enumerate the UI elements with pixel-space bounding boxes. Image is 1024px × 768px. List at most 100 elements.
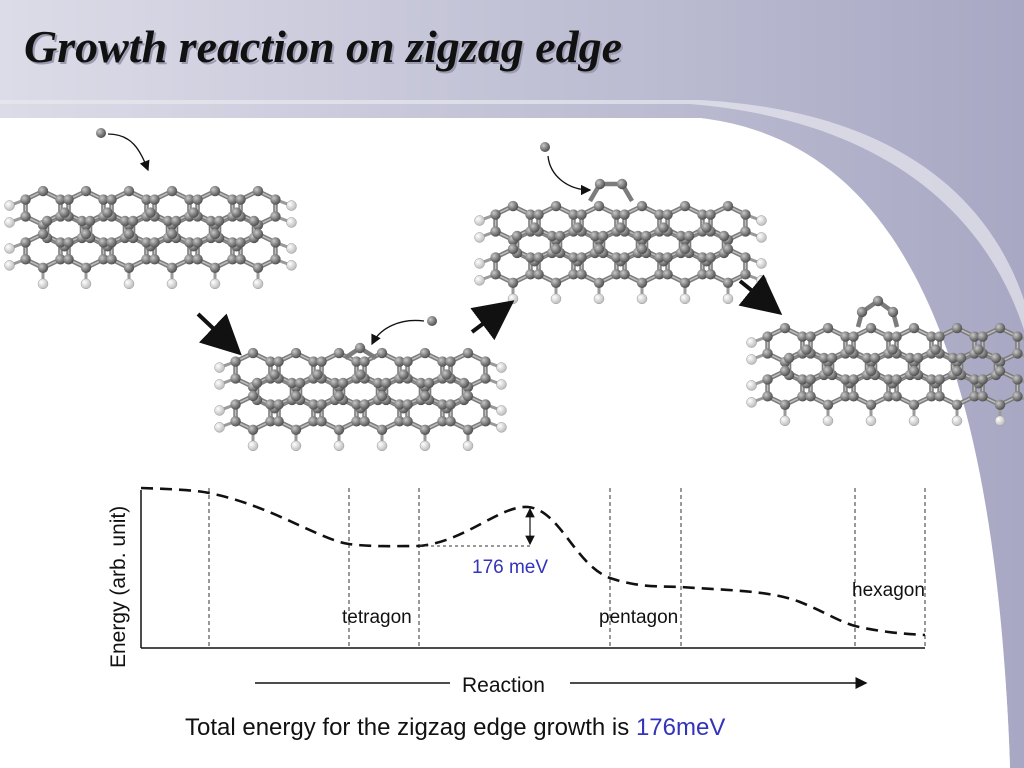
hydrogen-atom [474,258,485,269]
carbon-atom [654,269,665,280]
adatom [856,306,868,318]
carbon-atom [912,352,924,364]
carbon-atom [705,252,716,263]
state-label-tetragon: tetragon [342,607,412,628]
carbon-atom [908,365,920,377]
carbon-atom [166,185,178,197]
approach-arrow-1 [107,133,150,172]
carbon-atom [398,369,409,380]
carbon-atom [55,237,66,248]
carbon-atom [525,209,536,220]
carbon-atom [550,200,562,212]
carbon-atom [619,209,630,220]
carbon-atom [402,416,413,427]
carbon-atom [679,277,691,288]
hydrogen-atom [951,415,963,427]
carbon-atom [969,374,980,385]
carbon-atom [270,254,281,265]
carbon-atom [529,222,540,233]
carbon-atom [106,254,117,265]
carbon-atom [213,215,225,227]
hydrogen-atom [779,415,791,427]
hydrogen-atom [286,200,297,211]
carbon-atom [329,377,341,389]
carbon-atom [779,365,791,377]
carbon-atom [511,230,523,242]
hydrogen-atom [496,379,507,390]
state-label-pentagon: pentagon [599,607,678,628]
carbon-atom [308,399,319,410]
carbon-atom [930,344,941,355]
carbon-atom [1012,391,1023,402]
carbon-atom [840,331,851,342]
carbon-atom [887,344,898,355]
carbon-atom [490,209,501,220]
incoming-atom-1 [96,128,106,138]
carbon-atom [762,348,773,359]
carbon-atom [166,262,178,273]
carbon-atom [679,200,691,212]
carbon-atom [951,322,963,334]
hydrogen-atom [496,362,507,373]
carbon-atom [662,209,673,220]
carbon-atom [722,243,734,255]
carbon-atom [235,194,246,205]
carbon-atom [490,226,501,237]
carbon-atom [908,399,920,410]
hydrogen-atom [286,260,297,271]
carbon-atom [184,254,195,265]
carbon-atom [490,252,501,263]
carbon-atom [63,194,74,205]
carbon-atom [480,399,491,410]
carbon-atom [675,230,687,242]
carbon-atom [37,262,49,273]
carbon-atom [445,399,456,410]
carbon-atom [480,416,491,427]
carbon-atom [797,374,808,385]
carbon-atom [718,230,730,242]
carbon-atom [312,369,323,380]
carbon-atom [632,230,644,242]
carbon-atom [507,277,519,288]
carbon-atom [683,230,695,242]
carbon-atom [265,416,276,427]
hydrogen-atom [756,258,767,269]
carbon-atom [722,200,734,212]
carbon-atom [394,356,405,367]
hydrogen-atom [746,380,757,391]
carbon-atom [801,344,812,355]
carbon-atom [977,331,988,342]
carbon-atom [37,185,49,197]
carbon-atom [848,331,859,342]
hydrogen-atom [376,440,388,452]
carbon-atom [640,230,652,242]
carbon-atom [308,416,319,427]
hydrogen-atom [214,422,225,433]
carbon-atom [568,269,579,280]
summary-text: Total energy for the zigzag edge growth … [185,714,630,741]
carbon-atom [192,194,203,205]
carbon-atom [619,252,630,263]
carbon-atom [123,185,135,197]
carbon-atom [636,200,648,212]
carbon-atom [445,416,456,427]
carbon-atom [805,391,816,402]
carbon-atom [891,331,902,342]
carbon-atom [192,254,203,265]
carbon-atom [740,269,751,280]
carbon-atom [697,252,708,263]
carbon-atom [550,277,562,288]
carbon-atom [458,377,470,389]
barrier-label: 176 meV [472,557,548,578]
carbon-atom [705,269,716,280]
carbon-atom [355,369,366,380]
carbon-atom [270,194,281,205]
carbon-atom [826,352,838,364]
carbon-atom [145,207,156,218]
carbon-atom [333,347,345,359]
hydrogen-atom [550,293,562,305]
carbon-atom [333,390,345,402]
carbon-atom [265,356,276,367]
carbon-atom [119,215,131,227]
